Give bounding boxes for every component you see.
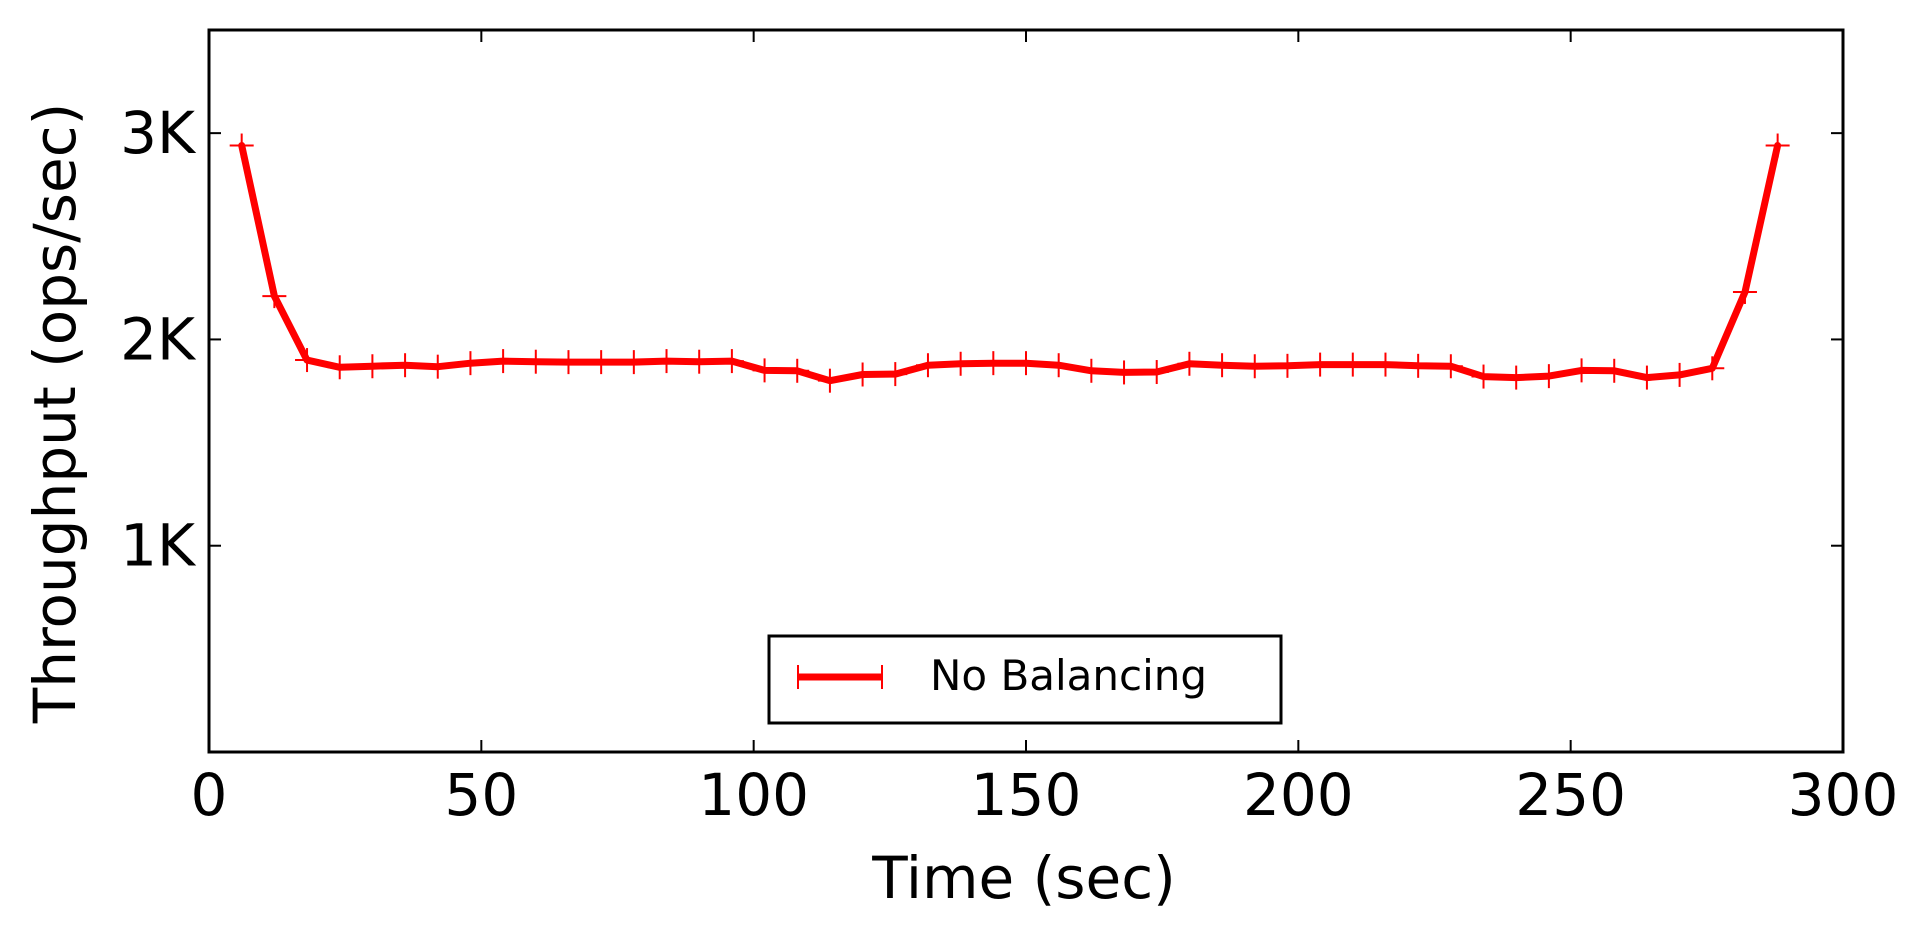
y-tick-label: 3K [120, 99, 197, 167]
data-point-marker [948, 351, 973, 376]
data-point-marker [393, 353, 418, 378]
data-point-marker [262, 284, 287, 309]
data-point-marker [1602, 358, 1627, 383]
data-point-marker [229, 133, 254, 158]
data-point-marker [687, 349, 712, 374]
x-tick-label: 300 [1788, 761, 1899, 829]
data-point-marker [491, 349, 516, 374]
data-point-marker [719, 349, 744, 374]
x-tick-label: 200 [1243, 761, 1354, 829]
data-point-marker [1308, 352, 1333, 377]
x-tick-label: 0 [191, 761, 228, 829]
data-point-marker [295, 348, 320, 373]
x-axis-label: Time (sec) [871, 844, 1175, 912]
data-point-marker [1144, 360, 1169, 385]
x-tick-label: 150 [971, 761, 1082, 829]
data-point-marker [850, 362, 875, 387]
data-point-marker [1667, 362, 1692, 387]
data-point-marker [327, 355, 352, 380]
data-point-marker [752, 358, 777, 383]
data-point-marker [1079, 358, 1104, 383]
data-point-marker [1406, 353, 1431, 378]
x-tick-label: 50 [444, 761, 518, 829]
data-point-marker [1242, 354, 1267, 379]
data-point-marker [1275, 353, 1300, 378]
legend-entry-label: No Balancing [930, 651, 1207, 700]
data-point-marker [621, 350, 646, 375]
data-point-marker [1471, 364, 1496, 389]
data-point-marker [1504, 365, 1529, 390]
data-point-marker [1210, 353, 1235, 378]
data-point-marker [1373, 352, 1398, 377]
data-point-marker [1634, 365, 1659, 390]
data-point-marker [523, 349, 548, 374]
data-point-marker [1438, 354, 1463, 379]
x-tick-label: 250 [1515, 761, 1626, 829]
data-point-marker [1700, 356, 1725, 381]
data-point-marker [915, 353, 940, 378]
data-point-marker [556, 350, 581, 375]
legend: No Balancing [767, 634, 1283, 725]
data-point-marker [1112, 360, 1137, 385]
data-point-marker [1765, 133, 1790, 158]
data-point-marker [1014, 351, 1038, 376]
data-point-marker [785, 358, 810, 383]
data-point-marker [1340, 352, 1365, 377]
data-point-marker [589, 350, 614, 375]
data-point-marker [1732, 279, 1757, 304]
y-tick-label: 1K [120, 512, 197, 580]
data-point-marker [458, 351, 483, 376]
data-point-marker [1536, 364, 1561, 389]
data-point-marker [1046, 353, 1071, 378]
axes-layer: 0 50 100 150 200 250 300 1K 2K 3K [120, 28, 1899, 829]
data-point-marker [654, 349, 679, 374]
series-line [238, 142, 1782, 385]
data-point-marker [981, 351, 1006, 376]
data-point-marker [817, 368, 842, 393]
data-point-marker [883, 362, 908, 387]
data-point-marker [360, 354, 385, 379]
plot-layer [229, 133, 1790, 393]
y-axis-label: Throughput (ops/sec) [21, 103, 89, 724]
y-tick-label: 2K [120, 305, 197, 373]
data-point-marker [1177, 351, 1202, 376]
data-point-marker [425, 354, 450, 379]
x-tick-label: 100 [698, 761, 809, 829]
data-point-marker [1569, 358, 1594, 383]
